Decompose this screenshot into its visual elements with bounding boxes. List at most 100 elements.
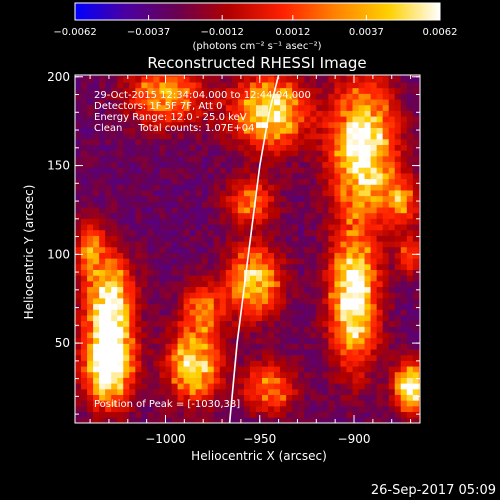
heatmap-cell [274, 326, 281, 333]
heatmap-cell [346, 133, 353, 140]
heatmap-cell [286, 212, 293, 219]
heatmap-cell [75, 275, 82, 282]
heatmap-cell [412, 417, 420, 423]
heatmap-cell [400, 292, 408, 299]
heatmap-cell [292, 138, 299, 145]
heatmap-cell [117, 82, 124, 89]
heatmap-cell [105, 167, 112, 174]
heatmap-cell [177, 258, 184, 265]
heatmap-cell [382, 405, 390, 413]
heatmap-cell [207, 87, 215, 94]
heatmap-cell [316, 280, 323, 288]
heatmap-cell [346, 332, 353, 339]
heatmap-cell [243, 354, 251, 361]
heatmap-cell [159, 400, 166, 407]
heatmap-cell [201, 292, 209, 299]
heatmap-cell [105, 320, 112, 327]
heatmap-cell [322, 224, 329, 231]
heatmap-cell [316, 235, 323, 242]
heatmap-cell [310, 275, 317, 282]
heatmap-cell [364, 235, 371, 242]
heatmap-cell [219, 309, 227, 316]
heatmap-cell [201, 110, 209, 117]
heatmap-cell [400, 190, 408, 197]
heatmap-cell [225, 178, 233, 185]
heatmap-cell [376, 241, 384, 248]
heatmap-cell [376, 93, 384, 100]
heatmap-cell [141, 75, 148, 77]
heatmap-cell [249, 298, 257, 305]
heatmap-cell [292, 292, 299, 299]
heatmap-cell [75, 280, 82, 288]
heatmap-cell [358, 155, 365, 163]
heatmap-cell [111, 218, 118, 225]
heatmap-cell [225, 99, 233, 106]
heatmap-cell [418, 218, 420, 225]
heatmap-cell [286, 133, 293, 140]
heatmap-cell [400, 377, 408, 384]
heatmap-cell [322, 400, 329, 407]
heatmap-cell [111, 127, 118, 134]
heatmap-cell [243, 121, 251, 128]
heatmap-cell [147, 280, 154, 288]
heatmap-cell [340, 337, 347, 344]
heatmap-cell [153, 155, 160, 163]
heatmap-cell [322, 263, 329, 270]
heatmap-cell [147, 383, 154, 390]
heatmap-cell [153, 366, 160, 373]
heatmap-cell [147, 99, 154, 106]
heatmap-cell [165, 252, 172, 259]
heatmap-cell [394, 360, 402, 367]
heatmap-cell [219, 224, 227, 231]
heatmap-cell [262, 326, 269, 333]
heatmap-cell [225, 388, 233, 395]
heatmap-cell [304, 218, 311, 225]
heatmap-cell [249, 167, 257, 174]
heatmap-cell [195, 104, 203, 111]
heatmap-cell [262, 252, 269, 259]
heatmap-cell [87, 93, 94, 100]
heatmap-cell [183, 309, 191, 316]
heatmap-cell [87, 229, 94, 236]
heatmap-cell [418, 235, 420, 242]
heatmap-cell [418, 82, 420, 89]
heatmap-cell [105, 195, 112, 202]
heatmap-cell [141, 337, 148, 344]
heatmap-cell [262, 104, 269, 111]
heatmap-cell [322, 298, 329, 305]
heatmap-cell [316, 315, 323, 322]
heatmap-cell [364, 246, 371, 253]
heatmap-cell [376, 360, 384, 367]
heatmap-cell [81, 212, 88, 219]
heatmap-cell [153, 394, 160, 401]
heatmap-cell [93, 229, 100, 236]
heatmap-cell [81, 235, 88, 242]
heatmap-cell [117, 110, 124, 117]
heatmap-cell [213, 405, 221, 413]
heatmap-cell [298, 258, 305, 265]
heatmap-cell [400, 258, 408, 265]
heatmap-cell [382, 366, 390, 373]
heatmap-cell [268, 388, 275, 395]
heatmap-cell [340, 343, 347, 350]
heatmap-cell [358, 343, 365, 350]
heatmap-cell [370, 269, 378, 276]
heatmap-cell [358, 371, 365, 378]
heatmap-cell [105, 400, 112, 407]
heatmap-cell [418, 155, 420, 163]
heatmap-cell [274, 155, 281, 163]
heatmap-cell [201, 371, 209, 378]
heatmap-cell [111, 252, 118, 259]
heatmap-cell [298, 195, 305, 202]
heatmap-cell [286, 292, 293, 299]
heatmap-cell [304, 116, 311, 123]
heatmap-cell [382, 332, 390, 339]
heatmap-cell [400, 241, 408, 248]
heatmap-cell [231, 155, 239, 163]
heatmap-cell [171, 190, 178, 197]
heatmap-cell [225, 360, 233, 367]
heatmap-cell [388, 235, 396, 242]
heatmap-cell [171, 315, 178, 322]
heatmap-cell [346, 252, 353, 259]
heatmap-cell [183, 298, 191, 305]
